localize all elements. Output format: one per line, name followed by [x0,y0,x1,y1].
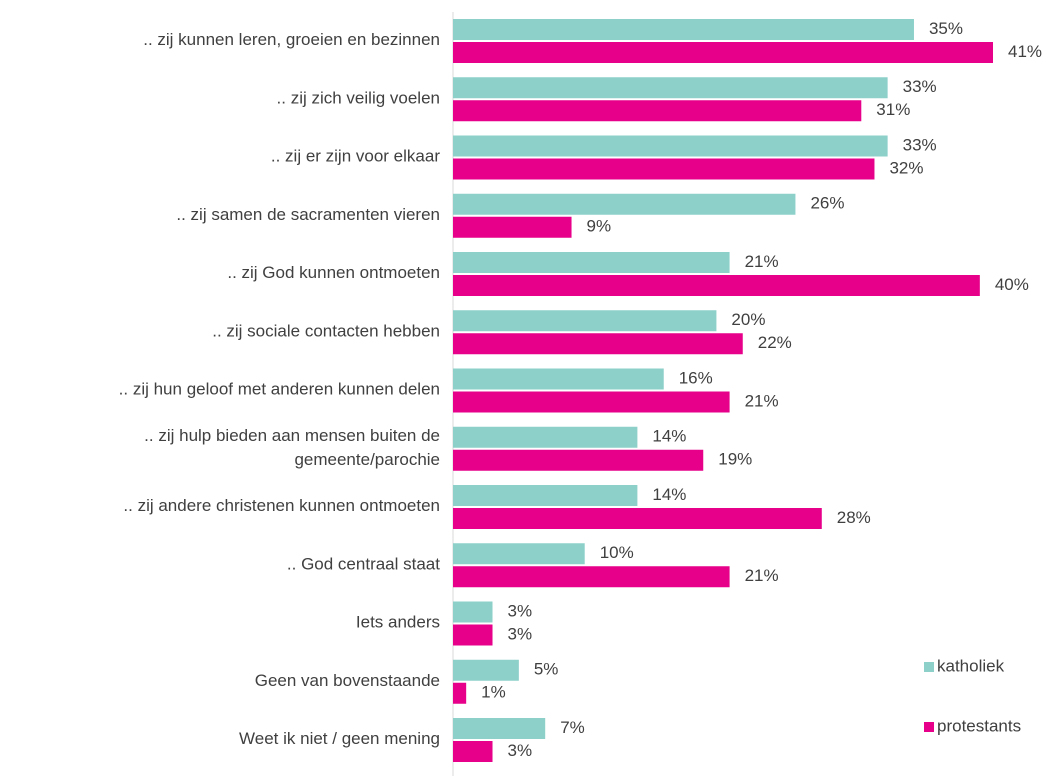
bar [453,426,638,448]
category-label: .. zij samen de sacramenten vieren [176,205,440,224]
bar [453,368,664,390]
bar [453,741,493,762]
bar [453,333,743,355]
category-label: .. God centraal staat [287,555,440,574]
bar [453,252,730,273]
bar [453,718,546,739]
value-label: 3% [508,601,533,620]
value-label: 35% [929,19,963,38]
bar [453,508,822,529]
value-label: 33% [903,135,937,154]
legend-label: katholiek [937,656,1005,675]
category-label: .. zij zich veilig voelen [277,89,440,108]
value-label: 33% [903,77,937,96]
bar [453,275,980,296]
legend-swatch [924,722,934,732]
value-label: 21% [745,252,779,271]
category-label: .. zij sociale contacten hebben [212,322,440,341]
bar [453,682,467,704]
bar [453,100,862,122]
bar [453,42,993,63]
bar [453,449,704,471]
value-label: 9% [587,217,612,236]
legend-swatch [924,662,934,672]
value-label: 16% [679,368,713,387]
value-label: 7% [560,718,585,737]
bar [453,135,888,157]
bar [453,158,875,180]
bar [453,601,493,623]
category-label: Iets anders [356,613,440,632]
value-label: 1% [481,683,506,702]
category-label: .. zij hun geloof met anderen kunnen del… [119,380,440,399]
category-label: .. zij hulp bieden aan mensen buiten de g… [144,426,440,469]
value-label: 5% [534,660,559,679]
bar [453,216,572,238]
value-label: 14% [652,485,686,504]
category-label: .. zij andere christenen kunnen ontmoete… [123,496,440,515]
value-label: 3% [508,624,533,643]
category-label: Weet ik niet / geen mening [239,729,440,748]
value-label: 21% [745,566,779,585]
category-label: .. zij er zijn voor elkaar [271,147,440,166]
bar [453,659,519,681]
bar [453,310,717,332]
value-label: 32% [889,158,923,177]
value-label: 22% [758,333,792,352]
value-label: 21% [745,391,779,410]
category-label: Geen van bovenstaande [255,671,440,690]
bar [453,19,914,40]
category-label: .. zij God kunnen ontmoeten [227,263,440,282]
value-label: 14% [652,427,686,446]
value-label: 10% [600,543,634,562]
bar [453,391,730,413]
legend-label: protestants [937,716,1021,735]
bar [453,624,493,646]
value-label: 3% [508,741,533,760]
bar [453,193,796,215]
bar [453,485,638,506]
value-label: 26% [810,194,844,213]
value-label: 19% [718,450,752,469]
bar [453,77,888,99]
value-label: 40% [995,275,1029,294]
value-label: 28% [837,508,871,527]
value-label: 20% [731,310,765,329]
category-label: .. zij kunnen leren, groeien en bezinnen [143,30,440,49]
value-label: 31% [876,100,910,119]
bar [453,543,585,565]
value-label: 41% [1008,42,1042,61]
bar [453,566,730,588]
